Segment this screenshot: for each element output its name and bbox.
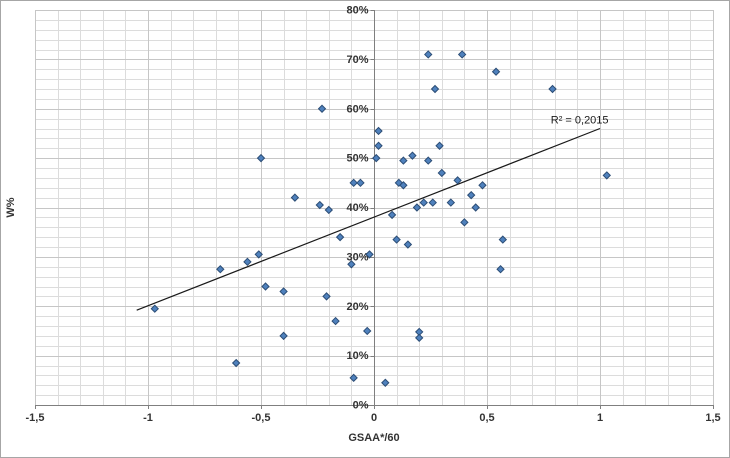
- scatter-point: [374, 141, 383, 150]
- y-tick-label: 80%: [346, 5, 368, 17]
- scatter-point: [453, 176, 462, 185]
- y-tick-label: 0%: [353, 400, 369, 412]
- scatter-point: [399, 156, 408, 165]
- scatter-point: [372, 153, 381, 163]
- scatter-point: [349, 373, 358, 383]
- scatter-point: [279, 287, 288, 296]
- y-tick-label: 30%: [346, 251, 368, 263]
- y-axis-title: W%: [5, 197, 17, 217]
- x-tick-label: 1,5: [705, 412, 720, 424]
- scatter-point: [414, 333, 424, 343]
- scatter-point: [498, 235, 508, 244]
- scatter-point: [254, 250, 263, 259]
- x-tick-label: -0,5: [252, 412, 271, 424]
- r-squared-label: R² = 0,2015: [551, 115, 609, 127]
- x-tick-label: -1: [143, 412, 153, 424]
- scatter-point: [324, 205, 334, 215]
- scatter-point: [261, 282, 270, 291]
- scatter-point: [216, 265, 225, 274]
- y-tick-label: 60%: [346, 103, 368, 115]
- scatter-point: [399, 181, 408, 190]
- scatter-point: [392, 235, 401, 244]
- scatter-point: [478, 181, 487, 190]
- scatter-point: [412, 203, 422, 212]
- scatter-point: [424, 50, 433, 59]
- y-tick-label: 20%: [346, 301, 368, 313]
- scatter-point: [381, 378, 390, 387]
- scatter-point: [435, 141, 444, 150]
- scatter-point: [365, 250, 374, 259]
- scatter-point: [602, 171, 611, 180]
- x-tick-label: 0,5: [479, 412, 494, 424]
- y-tick-label: 40%: [346, 202, 368, 214]
- scatter-point: [331, 316, 340, 326]
- scatter-point: [243, 257, 252, 267]
- scatter-point: [387, 210, 397, 220]
- scatter-point: [315, 200, 324, 210]
- scatter-point: [437, 168, 447, 178]
- scatter-point: [491, 67, 501, 76]
- y-tick-label: 50%: [346, 153, 368, 165]
- scatter-point: [317, 104, 327, 113]
- y-tick-label: 70%: [346, 54, 368, 66]
- scatter-point: [374, 126, 383, 136]
- scatter-point: [430, 84, 440, 94]
- scatter-point: [347, 260, 356, 269]
- scatter-point: [256, 153, 266, 163]
- scatter-point: [394, 178, 404, 188]
- scatter-point: [424, 156, 433, 165]
- y-tick-label: 10%: [346, 350, 368, 362]
- scatter-point: [460, 218, 469, 227]
- scatter-point: [466, 190, 476, 200]
- scatter-point: [419, 198, 428, 207]
- scatter-point: [335, 232, 345, 242]
- scatter-point: [408, 151, 417, 160]
- scatter-point: [356, 178, 365, 188]
- scatter-point: [403, 240, 413, 249]
- x-tick-label: -1,5: [26, 412, 45, 424]
- scatter-point: [231, 358, 241, 368]
- scatter-point: [290, 193, 300, 202]
- scatter-point: [457, 50, 467, 59]
- scatter-point: [279, 331, 288, 341]
- x-tick-label: 0: [371, 412, 377, 424]
- scatter-point: [446, 198, 456, 207]
- scatter-point: [428, 198, 437, 207]
- scatter-point: [496, 265, 505, 274]
- x-axis-title: GSAA*/60: [348, 432, 399, 444]
- scatter-point: [548, 84, 557, 94]
- scatter-point: [322, 292, 331, 301]
- scatter-point: [150, 304, 159, 313]
- scatter-point: [363, 326, 372, 336]
- x-tick-label: 1: [597, 412, 603, 424]
- scatter-point: [471, 203, 480, 212]
- scatter-point: [349, 178, 358, 188]
- trendline: [136, 127, 601, 311]
